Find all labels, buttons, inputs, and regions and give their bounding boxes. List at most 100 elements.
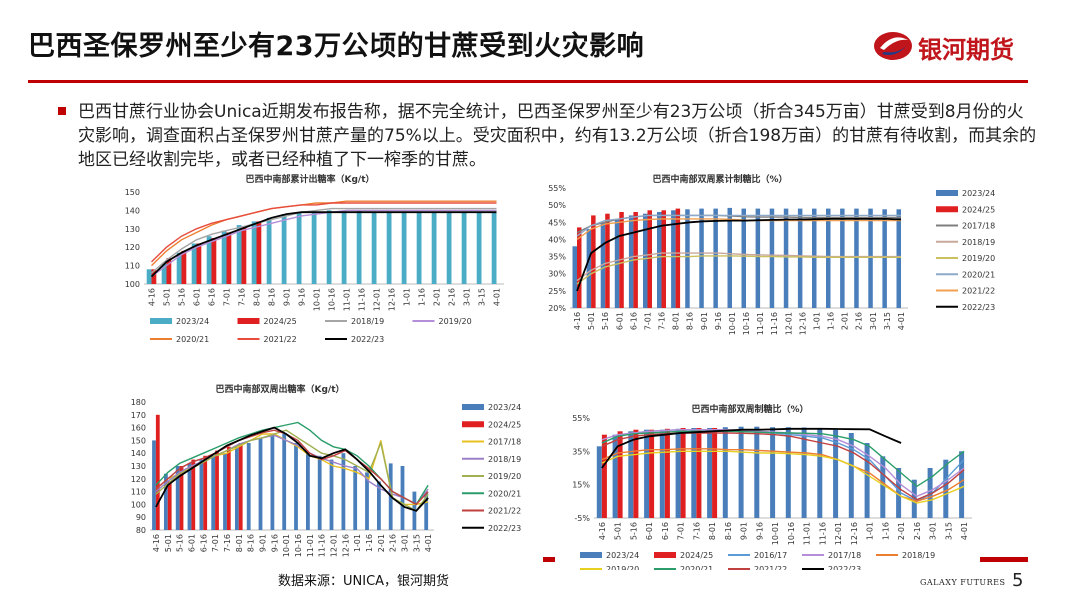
x-tick-label: 10-16 (787, 522, 796, 545)
legend-label: 2020/21 (962, 270, 995, 279)
x-tick-label: 6-01 (193, 288, 202, 306)
x-tick-label: 3-01 (400, 534, 409, 552)
x-tick-label: 6-01 (645, 522, 654, 540)
x-tick-label: 5-16 (629, 522, 638, 540)
legend-label: 2023/24 (962, 189, 995, 198)
x-tick-label: 12-01 (329, 534, 338, 557)
y-tick-label: 160 (131, 424, 146, 433)
chart-title: 巴西中南部双周累计制糖比（%） (652, 173, 787, 185)
bar-2024-25 (712, 428, 718, 518)
x-tick-label: 7-01 (677, 522, 686, 540)
bar-2024-25 (591, 215, 596, 308)
bar-2023-24 (251, 221, 257, 284)
x-tick-label: 4-16 (148, 288, 157, 306)
bar-2023-24 (770, 427, 776, 518)
x-tick-label: 8-01 (708, 522, 717, 540)
bar-2023-24 (223, 453, 227, 530)
x-tick-label: 7-16 (223, 534, 232, 552)
legend-swatch (936, 190, 958, 196)
legend-label: 2023/24 (176, 317, 209, 326)
y-tick-label: 25% (548, 287, 566, 296)
bar-2023-24 (699, 208, 704, 308)
x-tick-label: 12-01 (834, 522, 843, 545)
line-2021-22 (576, 218, 901, 240)
line-2021-22 (151, 202, 497, 263)
bar-2023-24 (628, 215, 634, 308)
bar-2023-24 (199, 459, 204, 530)
x-tick-label: 8-16 (686, 312, 695, 330)
bar-2023-24 (431, 212, 437, 284)
x-tick-label: 11-16 (770, 312, 779, 335)
footer-accent-right (980, 557, 1028, 562)
bar-2023-24 (722, 427, 728, 518)
bar-2024-25 (675, 208, 681, 308)
x-tick-label: 10-16 (328, 288, 337, 311)
bar-2023-24 (785, 427, 791, 518)
bar-2023-24 (246, 443, 251, 530)
legend-label: 2021/22 (264, 335, 297, 344)
x-tick-label: 12-16 (798, 312, 807, 335)
legend-label: 2019/20 (962, 254, 995, 263)
x-tick-label: 11-01 (306, 534, 315, 557)
chart-cumulative-sugar-yield: 巴西中南部累计出糖率（Kg/t） 100 110 120 130 140 150 4-16 5-… (100, 170, 510, 360)
x-tick-label: 9-16 (270, 534, 279, 552)
legend-label: 2018/19 (351, 317, 384, 326)
legend-swatch (150, 318, 172, 324)
bar-2024-25 (605, 213, 610, 308)
y-tick-label: 150 (125, 188, 140, 197)
bar-2023-24 (797, 208, 803, 308)
x-tick-label: 3-01 (463, 288, 472, 306)
x-tick-label: 8-16 (268, 288, 277, 306)
bar-2023-24 (848, 433, 854, 518)
x-tick-label: 4-16 (152, 534, 161, 552)
bar-2024-25 (649, 429, 655, 518)
x-tick-label: 2-16 (448, 288, 457, 306)
x-tick-label: 3-15 (412, 534, 421, 552)
y-tick-label: -5% (574, 514, 590, 523)
bar-2023-24 (282, 434, 287, 530)
legend-label: 2024/25 (264, 317, 297, 326)
legend-label: 2017/18 (828, 551, 861, 560)
line-2021-22 (155, 429, 429, 506)
chart-svg: 巴西中南部双周制糖比（%） -5% 15% 35% 55% 4-16 5-01 5-16 6-0… (572, 403, 972, 570)
bar-2023-24 (685, 209, 690, 308)
legend-label: 2021/22 (754, 565, 787, 570)
bar-2023-24 (236, 225, 242, 284)
y-tick-label: 80 (136, 526, 146, 535)
bar-2023-24 (896, 209, 901, 308)
x-tick-label: 11-01 (803, 522, 812, 545)
x-tick-label: 1-16 (881, 522, 890, 540)
bar-2023-24 (353, 466, 358, 530)
bar-2024-25 (256, 221, 262, 284)
bar-2023-24 (586, 229, 592, 308)
bar-2024-25 (241, 227, 247, 284)
y-tick-label: 40% (548, 235, 566, 244)
bar-2024-25 (166, 258, 172, 284)
x-tick-label: 10-16 (294, 534, 303, 557)
legend-label: 2020/21 (488, 489, 521, 498)
bar-2023-24 (943, 459, 949, 518)
bar-2023-24 (671, 210, 676, 308)
legend-label: 2023/24 (606, 551, 639, 560)
bar-2024-25 (680, 428, 686, 518)
y-tick-label: 100 (125, 280, 140, 289)
legend-label: 2022/23 (828, 565, 861, 570)
bar-2023-24 (341, 453, 346, 530)
legend-label: 2019/20 (488, 472, 521, 481)
chart-biweekly-sugar-yield: 巴西中南部双周出糖率（Kg/t） 80 90 100 110 120 130 140 150 16… (100, 380, 550, 570)
bar-2023-24 (377, 481, 381, 530)
bar-2023-24 (755, 208, 761, 308)
line-2018-19 (151, 207, 497, 274)
y-tick-label: 30% (548, 270, 566, 279)
chart-title: 巴西中南部累计出糖率（Kg/t） (245, 173, 374, 185)
line-2018-19 (576, 252, 901, 282)
bar-2023-24 (206, 236, 212, 284)
x-tick-label: 12-01 (784, 312, 793, 335)
x-tick-label: 4-16 (598, 522, 607, 540)
bar-2023-24 (294, 443, 298, 530)
line-2020-21 (151, 200, 497, 267)
bar-2023-24 (356, 210, 362, 284)
bar-2023-24 (461, 212, 467, 284)
bar-2023-24 (727, 207, 732, 308)
x-tick-label: 2-01 (377, 534, 386, 552)
